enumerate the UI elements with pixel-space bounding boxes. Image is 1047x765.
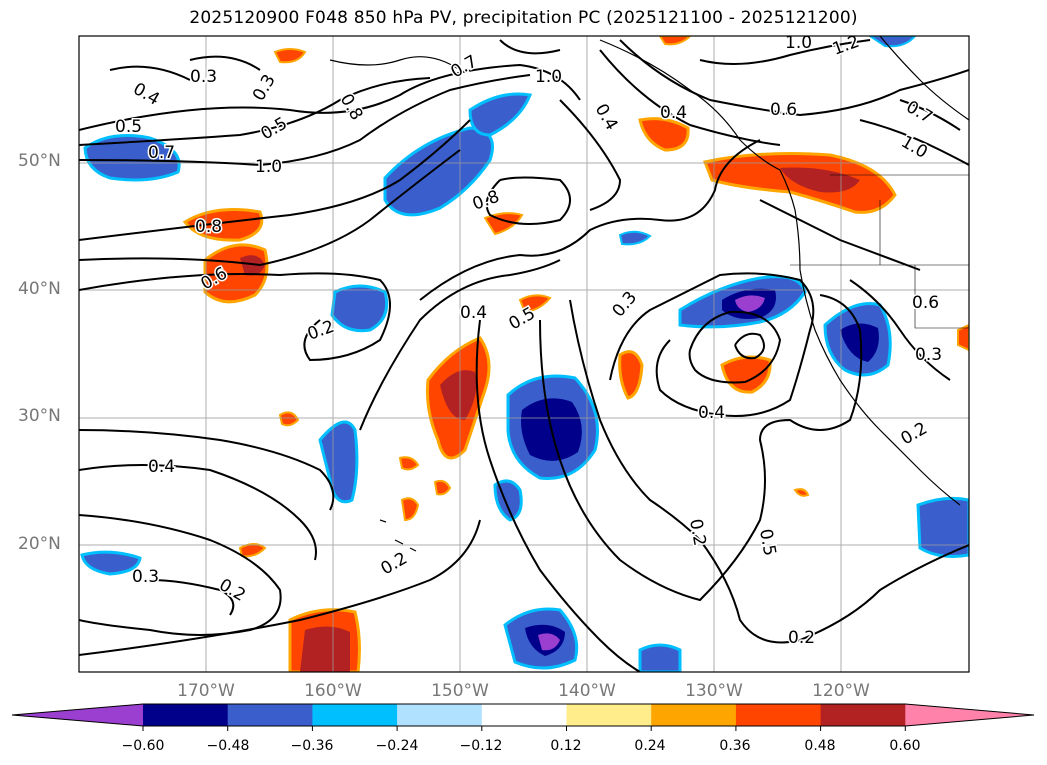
contour-labels: 0.30.40.50.71.00.80.60.7 1.00.40.50.30.8 0… [114, 30, 944, 649]
colorbar-extend-high [905, 704, 1034, 726]
neg-precip-region [916, 496, 969, 558]
contour-label: 0.3 [132, 567, 159, 587]
contour-label: 0.4 [148, 457, 175, 477]
colorbar-segment [651, 704, 737, 726]
pos-precip-region-core [300, 626, 350, 672]
state-borders [790, 174, 969, 329]
neg-precip-region-core [735, 295, 765, 312]
map-frame [78, 35, 970, 673]
pos-precip-region [638, 117, 690, 152]
colorbar-tick: 0.60 [889, 738, 921, 754]
coastlines [329, 36, 969, 552]
pos-precip-region [793, 488, 810, 497]
pos-precip-region [957, 323, 969, 352]
pv-contours [79, 39, 969, 672]
pos-precip-region [433, 479, 452, 496]
contour-label: 0.5 [115, 117, 142, 137]
colorbar-tick: 0.48 [804, 738, 836, 754]
contour-label: 0.2 [788, 628, 815, 648]
lon-label-150w: 150°W [431, 681, 489, 701]
contour-label: 1.0 [255, 157, 282, 177]
neg-precip-region [80, 550, 142, 576]
neg-precip-region [618, 230, 652, 246]
neg-precip-region [383, 126, 494, 217]
pos-precip-region [182, 208, 264, 242]
contour-label: 1.0 [785, 33, 812, 53]
lon-label-170w: 170°W [177, 681, 235, 701]
colorbar-segment [735, 704, 822, 726]
contour-label: 0.3 [915, 345, 942, 365]
neg-precip-region [638, 643, 682, 672]
pos-precip-region [483, 212, 524, 236]
colorbar [11, 703, 1035, 731]
contour-label: 1.0 [535, 67, 562, 87]
pos-precip-region-core [440, 370, 477, 420]
contour-label: 0.6 [912, 293, 939, 313]
map-panel [79, 36, 969, 672]
lon-label-130w: 130°W [685, 681, 743, 701]
colorbar-tick: −0.48 [206, 738, 250, 754]
pos-precip-region [278, 411, 300, 427]
pos-precip-region [518, 294, 552, 314]
colorbar-tick: −0.12 [459, 738, 503, 754]
neg-precip-region-core [840, 323, 879, 362]
contour-label: 0.8 [195, 217, 222, 237]
pos-precip-region [400, 497, 420, 522]
neg-precip-region [468, 92, 533, 137]
pos-precip-region [618, 350, 644, 400]
pos-precip-region [273, 48, 307, 64]
pos-precip-region [398, 456, 420, 471]
colorbar-extend-low [12, 704, 143, 726]
precip-anomaly-shading [80, 36, 969, 672]
pos-precip-region-core [780, 167, 860, 193]
lon-label-160w: 160°W [304, 681, 362, 701]
pos-precip-region-core [240, 255, 265, 276]
colorbar-tick: 0.12 [550, 738, 582, 754]
lat-label-50n: 50°N [18, 151, 61, 171]
colorbar-segment [143, 704, 229, 726]
contour-label: 0.4 [660, 103, 687, 123]
lat-label-30n: 30°N [18, 406, 61, 426]
contour-label: 0.3 [190, 67, 217, 87]
colorbar-tick: 0.36 [719, 738, 751, 754]
colorbar-segment [820, 704, 906, 726]
lat-label-20n: 20°N [18, 534, 61, 554]
contour-label: 0.4 [460, 303, 487, 323]
colorbar-segment [312, 704, 398, 726]
neg-precip-region-core [538, 633, 560, 651]
colorbar-tick: 0.24 [634, 738, 666, 754]
lon-label-120w: 120°W [812, 681, 870, 701]
map-title: 2025120900 F048 850 hPa PV, precipitatio… [189, 8, 858, 28]
colorbar-tick: −0.60 [121, 738, 165, 754]
neg-precip-region [83, 134, 181, 182]
lat-label-40n: 40°N [18, 279, 61, 299]
colorbar-tick: −0.36 [290, 738, 334, 754]
colorbar-segment [481, 704, 567, 726]
contour-label: 0.6 [770, 100, 797, 120]
colorbar-tick: −0.24 [375, 738, 419, 754]
colorbar-segment [397, 704, 483, 726]
lon-label-140w: 140°W [558, 681, 616, 701]
contour-label: 0.4 [698, 403, 725, 423]
colorbar-segment [227, 704, 313, 726]
neg-precip-region [330, 284, 389, 333]
contour-label: 0.7 [148, 143, 175, 163]
neg-precip-region [318, 420, 359, 504]
colorbar-segment [566, 704, 652, 726]
